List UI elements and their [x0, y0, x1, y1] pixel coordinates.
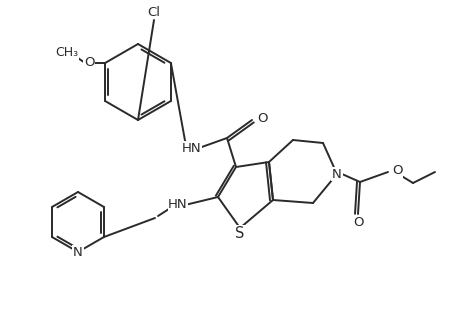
Text: O: O — [84, 56, 94, 69]
Text: O: O — [257, 112, 268, 125]
Text: HN: HN — [182, 141, 202, 154]
Text: HN: HN — [168, 198, 188, 211]
Text: N: N — [73, 246, 83, 259]
Text: Cl: Cl — [147, 6, 161, 19]
Text: S: S — [235, 225, 245, 241]
Text: N: N — [332, 167, 342, 180]
Text: O: O — [392, 165, 403, 178]
Text: O: O — [353, 215, 363, 228]
Text: CH₃: CH₃ — [56, 46, 79, 60]
